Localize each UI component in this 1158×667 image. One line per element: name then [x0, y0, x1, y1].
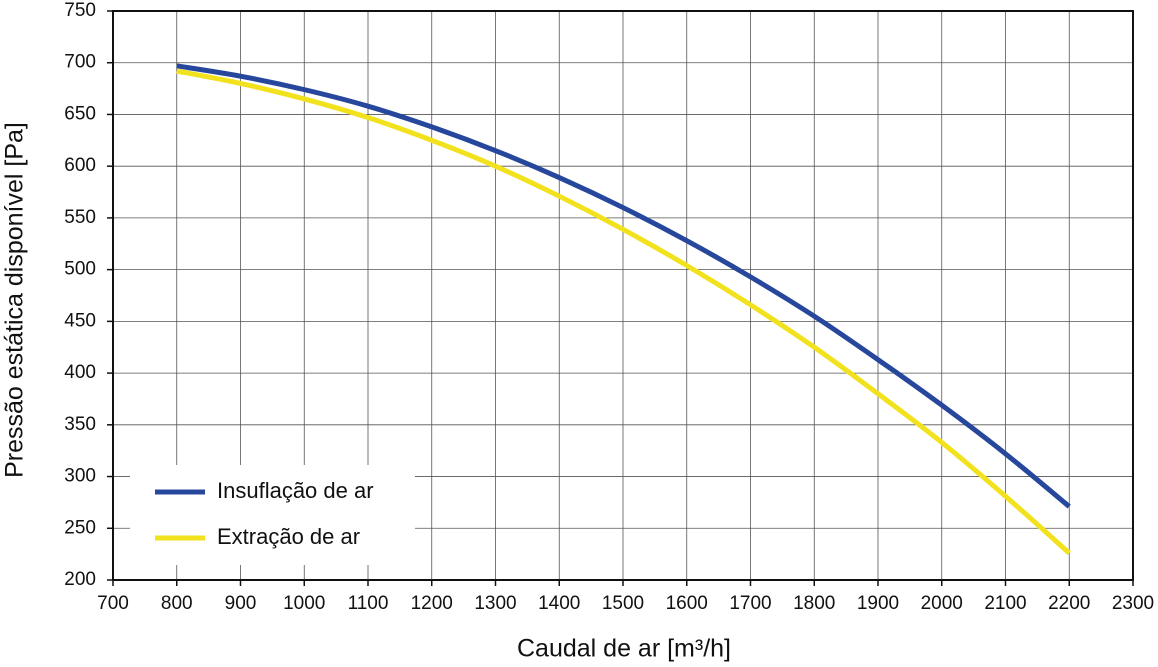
y-tick-label: 700	[64, 52, 96, 73]
x-axis-title: Caudal de ar [m³/h]	[517, 635, 731, 663]
x-tick-label: 2000	[921, 593, 963, 614]
x-tick-label: 1000	[283, 593, 325, 614]
x-tick-label: 2200	[1048, 593, 1090, 614]
y-tick-label: 450	[64, 310, 96, 331]
x-tick-label: 1200	[411, 593, 453, 614]
x-tick-label: 1400	[538, 593, 580, 614]
y-tick-label: 550	[64, 207, 96, 228]
plot-border	[112, 10, 1134, 581]
x-tick-label: 1300	[474, 593, 516, 614]
legend-box	[130, 465, 415, 565]
x-tick-label: 700	[97, 593, 129, 614]
y-axis-title: Pressão estática disponível [Pa]	[1, 122, 29, 478]
y-tick-label: 600	[64, 155, 96, 176]
y-tick-label: 750	[64, 0, 96, 21]
x-tick-label: 800	[161, 593, 193, 614]
series-line	[176, 63, 1071, 509]
x-tick-label: 2100	[984, 593, 1026, 614]
legend-label: Insuflação de ar	[217, 478, 374, 503]
y-tick-label: 200	[64, 569, 96, 590]
y-tick-label: 350	[64, 414, 96, 435]
y-tick-label: 500	[64, 259, 96, 280]
y-tick-label: 650	[64, 103, 96, 124]
x-tick-label: 900	[225, 593, 257, 614]
legend-label: Extração de ar	[217, 524, 360, 549]
x-tick-label: 1900	[857, 593, 899, 614]
y-tick-label: 250	[64, 517, 96, 538]
x-tick-label: 2300	[1112, 593, 1154, 614]
x-tick-label: 1600	[666, 593, 708, 614]
x-tick-label: 1500	[602, 593, 644, 614]
x-tick-label: 1800	[793, 593, 835, 614]
y-tick-label: 400	[64, 362, 96, 383]
x-tick-label: 1700	[729, 593, 771, 614]
x-tick-label: 1100	[348, 593, 389, 614]
y-tick-label: 300	[64, 466, 96, 487]
series-line	[176, 68, 1071, 555]
